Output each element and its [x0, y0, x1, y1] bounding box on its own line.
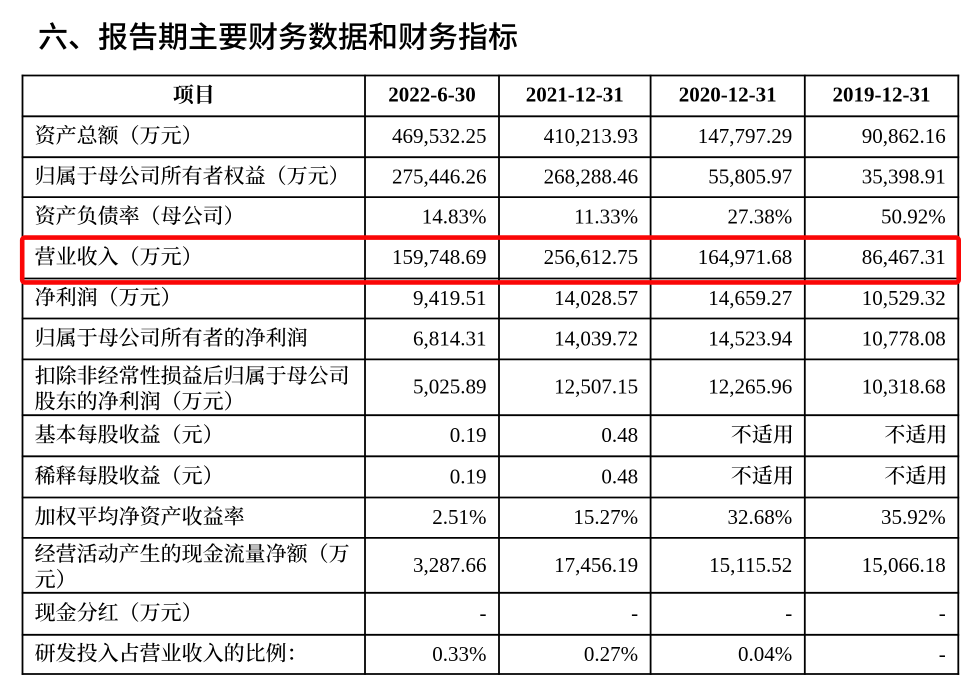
svg-text:-: - — [480, 601, 487, 625]
svg-text:14,523.94: 14,523.94 — [708, 326, 793, 350]
svg-text:12,265.96: 12,265.96 — [708, 375, 792, 399]
svg-text:5,025.89: 5,025.89 — [413, 375, 487, 399]
svg-text:0.19: 0.19 — [450, 464, 487, 488]
svg-text:159,748.69: 159,748.69 — [392, 245, 487, 269]
svg-text:-: - — [939, 601, 946, 625]
svg-text:12,507.15: 12,507.15 — [554, 375, 638, 399]
svg-text:410,213.93: 410,213.93 — [544, 124, 639, 148]
svg-text:27.38%: 27.38% — [728, 205, 793, 229]
svg-text:55,805.97: 55,805.97 — [708, 165, 792, 189]
svg-text:14.83%: 14.83% — [422, 205, 487, 229]
svg-text:6,814.31: 6,814.31 — [413, 326, 487, 350]
svg-text:35,398.91: 35,398.91 — [862, 165, 946, 189]
svg-text:3,287.66: 3,287.66 — [413, 553, 487, 577]
svg-text:0.04%: 0.04% — [738, 642, 792, 666]
svg-text:-: - — [631, 601, 638, 625]
svg-text:15.27%: 15.27% — [573, 505, 638, 529]
svg-text:86,467.31: 86,467.31 — [862, 245, 946, 269]
svg-text:0.33%: 0.33% — [432, 642, 486, 666]
svg-text:0.27%: 0.27% — [584, 642, 638, 666]
svg-text:90,862.16: 90,862.16 — [862, 124, 946, 148]
svg-text:2022-6-30: 2022-6-30 — [388, 83, 476, 107]
svg-text:11.33%: 11.33% — [574, 205, 638, 229]
svg-text:0.48: 0.48 — [601, 464, 638, 488]
svg-text:10,318.68: 10,318.68 — [862, 375, 946, 399]
svg-text:256,612.75: 256,612.75 — [544, 245, 639, 269]
svg-text:10,778.08: 10,778.08 — [862, 326, 946, 350]
svg-text:147,797.29: 147,797.29 — [698, 124, 793, 148]
svg-text:164,971.68: 164,971.68 — [698, 245, 793, 269]
svg-text:469,532.25: 469,532.25 — [392, 124, 487, 148]
svg-text:32.68%: 32.68% — [728, 505, 793, 529]
svg-text:50.92%: 50.92% — [881, 205, 946, 229]
svg-text:2019-12-31: 2019-12-31 — [833, 83, 931, 107]
svg-text:14,039.72: 14,039.72 — [554, 326, 638, 350]
svg-text:15,066.18: 15,066.18 — [862, 553, 946, 577]
svg-text:10,529.32: 10,529.32 — [862, 286, 946, 310]
svg-text:17,456.19: 17,456.19 — [554, 553, 638, 577]
svg-text:0.19: 0.19 — [450, 423, 487, 447]
svg-text:-: - — [939, 642, 946, 666]
svg-text:35.92%: 35.92% — [881, 505, 946, 529]
svg-text:268,288.46: 268,288.46 — [544, 165, 639, 189]
svg-text:-: - — [785, 601, 792, 625]
svg-text:2021-12-31: 2021-12-31 — [526, 83, 624, 107]
svg-text:14,028.57: 14,028.57 — [554, 286, 638, 310]
svg-text:0.48: 0.48 — [601, 423, 638, 447]
svg-text:2.51%: 2.51% — [432, 505, 486, 529]
svg-text:15,115.52: 15,115.52 — [709, 553, 792, 577]
svg-text:2020-12-31: 2020-12-31 — [679, 83, 777, 107]
svg-text:14,659.27: 14,659.27 — [708, 286, 792, 310]
svg-text:275,446.26: 275,446.26 — [392, 165, 487, 189]
svg-text:9,419.51: 9,419.51 — [413, 286, 487, 310]
